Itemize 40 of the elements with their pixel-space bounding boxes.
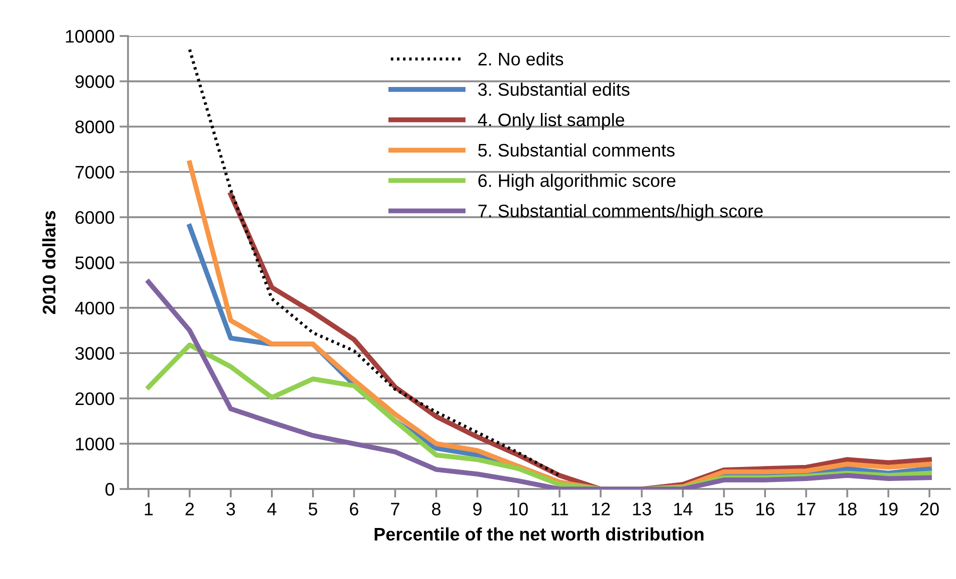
x-tick-label: 15 bbox=[715, 502, 734, 516]
x-tick-label: 12 bbox=[592, 502, 610, 516]
y-axis-title: 2010 dollars bbox=[42, 211, 56, 314]
x-tick-label: 2 bbox=[186, 502, 194, 516]
x-tick-label: 14 bbox=[674, 502, 692, 516]
legend-label: 5. Substantial comments bbox=[478, 143, 675, 157]
legend-label: 3. Substantial edits bbox=[478, 82, 630, 96]
legend-label: 6. High algorithmic score bbox=[478, 174, 676, 191]
x-tick-label: 5 bbox=[308, 502, 318, 516]
x-tick-label: 17 bbox=[797, 502, 816, 516]
y-tick-label: 1000 bbox=[76, 438, 114, 450]
y-tick-label: 4000 bbox=[75, 302, 114, 315]
x-tick-label: 1 bbox=[144, 502, 153, 516]
x-tick-label: 7 bbox=[391, 502, 400, 516]
x-tick-label: 10 bbox=[510, 502, 528, 516]
y-tick-label: 10000 bbox=[66, 30, 114, 43]
x-axis-title: Percentile of the net worth distribution bbox=[374, 527, 704, 541]
y-tick-label: 9000 bbox=[75, 75, 114, 88]
x-tick-label: 13 bbox=[633, 502, 651, 516]
x-tick-label: 3 bbox=[226, 502, 235, 516]
x-tick-label: 9 bbox=[473, 502, 482, 516]
x-tick-label: 11 bbox=[552, 502, 568, 516]
legend-label: 7. Substantial comments/high score bbox=[478, 204, 763, 221]
x-tick-label: 4 bbox=[267, 502, 276, 516]
line-series bbox=[146, 280, 932, 489]
y-tick-label: 8000 bbox=[75, 120, 114, 134]
x-tick-label: 18 bbox=[838, 502, 857, 516]
y-tick-label: 5000 bbox=[75, 256, 114, 270]
y-tick-label: 3000 bbox=[75, 347, 114, 360]
y-tick-label: 0 bbox=[105, 482, 114, 496]
y-tick-label: 6000 bbox=[76, 211, 114, 224]
legend-label: 2. No edits bbox=[478, 52, 564, 66]
x-tick-label: 19 bbox=[880, 502, 898, 516]
x-tick-label: 8 bbox=[432, 502, 440, 516]
y-tick-label: 7000 bbox=[76, 166, 114, 179]
x-tick-label: 6 bbox=[350, 502, 358, 516]
x-tick-label: 20 bbox=[920, 502, 939, 516]
x-tick-label: 16 bbox=[756, 502, 774, 516]
y-tick-label: 2000 bbox=[76, 392, 114, 406]
legend-label: 4. Only list sample bbox=[478, 112, 624, 130]
